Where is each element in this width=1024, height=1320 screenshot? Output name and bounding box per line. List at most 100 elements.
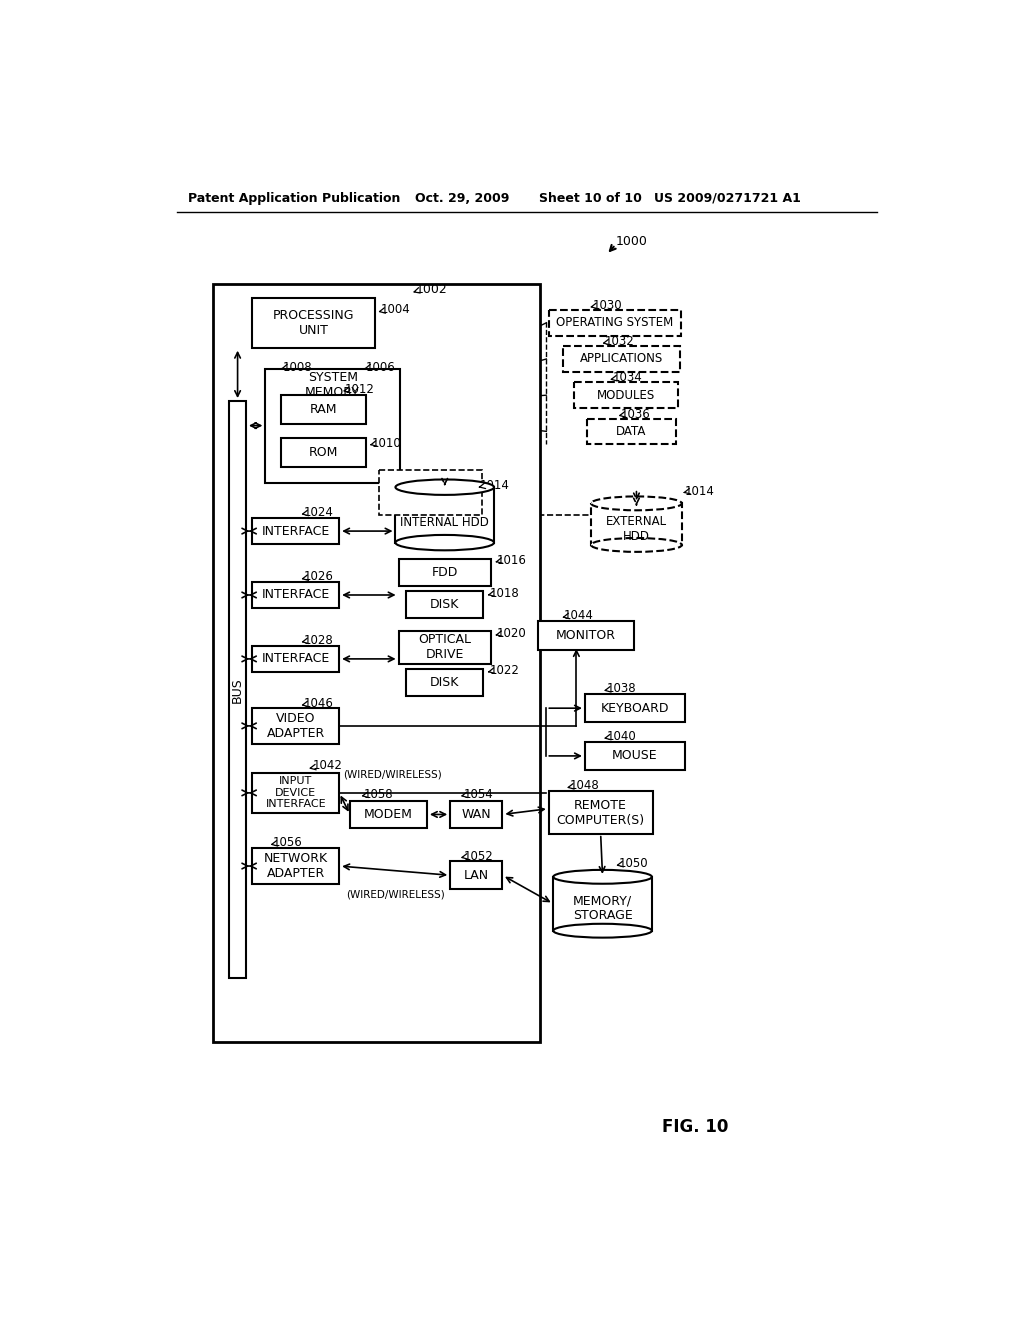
Text: FIG. 10: FIG. 10 [662, 1118, 728, 1137]
Text: (WIRED/WIRELESS): (WIRED/WIRELESS) [346, 890, 444, 899]
Text: US 2009/0271721 A1: US 2009/0271721 A1 [654, 191, 801, 205]
Text: INTERFACE: INTERFACE [261, 524, 330, 537]
Text: 1018: 1018 [489, 587, 519, 601]
Text: 1008: 1008 [283, 360, 312, 374]
Text: INTERNAL HDD: INTERNAL HDD [400, 516, 489, 529]
Text: MOUSE: MOUSE [612, 750, 657, 763]
Bar [587, 418, 676, 444]
Text: 1020: 1020 [497, 627, 526, 640]
Text: 1056: 1056 [273, 837, 303, 850]
Text: 1026: 1026 [304, 570, 334, 583]
Text: REMOTE
COMPUTER(S): REMOTE COMPUTER(S) [557, 799, 645, 826]
Ellipse shape [591, 496, 682, 511]
Bar [585, 742, 685, 770]
Text: MODULES: MODULES [597, 388, 655, 401]
Bar [252, 517, 339, 544]
Text: 1050: 1050 [618, 857, 648, 870]
Text: INTERFACE: INTERFACE [261, 589, 330, 602]
Bar [252, 298, 376, 348]
Text: Patent Application Publication: Patent Application Publication [188, 191, 400, 205]
Bar [585, 694, 685, 722]
Bar [549, 792, 652, 834]
Text: INTERFACE: INTERFACE [261, 652, 330, 665]
Bar [395, 487, 494, 543]
Text: 1054: 1054 [463, 788, 493, 801]
Text: 1004: 1004 [381, 302, 411, 315]
Bar [574, 383, 678, 408]
Text: PROCESSING
UNIT: PROCESSING UNIT [273, 309, 354, 337]
Text: 1042: 1042 [312, 759, 342, 772]
Text: INPUT
DEVICE
INTERFACE: INPUT DEVICE INTERFACE [265, 776, 326, 809]
Text: SYSTEM
MEMORY: SYSTEM MEMORY [305, 371, 360, 399]
Text: 1058: 1058 [364, 788, 393, 801]
Text: 1046: 1046 [304, 697, 334, 710]
Text: 1014: 1014 [480, 479, 510, 492]
Ellipse shape [553, 870, 652, 884]
Text: RAM: RAM [310, 403, 338, 416]
Text: 1010: 1010 [372, 437, 401, 450]
Text: 1052: 1052 [463, 850, 493, 862]
Bar [252, 708, 339, 743]
Text: WAN: WAN [462, 808, 492, 821]
Text: 1014: 1014 [685, 484, 715, 498]
Text: DISK: DISK [430, 598, 460, 611]
Text: 1022: 1022 [489, 664, 519, 677]
Text: 1048: 1048 [569, 779, 599, 792]
Text: 1028: 1028 [304, 634, 334, 647]
Text: 1036: 1036 [621, 408, 651, 421]
Text: Oct. 29, 2009: Oct. 29, 2009 [416, 191, 510, 205]
Text: DISK: DISK [430, 676, 460, 689]
Text: BUS: BUS [231, 677, 244, 702]
Bar [451, 862, 503, 890]
Text: APPLICATIONS: APPLICATIONS [580, 352, 663, 366]
Ellipse shape [395, 535, 494, 550]
Bar [282, 395, 367, 424]
Bar [350, 800, 427, 829]
Ellipse shape [395, 479, 494, 495]
Text: ROM: ROM [309, 446, 339, 459]
Bar [553, 876, 652, 931]
Bar [549, 310, 681, 335]
Bar [398, 558, 490, 586]
Text: 1016: 1016 [497, 554, 527, 566]
Text: 1002: 1002 [416, 282, 447, 296]
Bar [591, 503, 682, 545]
Text: VIDEO
ADAPTER: VIDEO ADAPTER [266, 711, 325, 741]
Bar [562, 346, 680, 372]
Bar [282, 438, 367, 467]
Text: MONITOR: MONITOR [556, 630, 616, 643]
Ellipse shape [553, 924, 652, 937]
Bar [252, 849, 339, 884]
Bar [252, 582, 339, 609]
Text: 1032: 1032 [605, 335, 635, 348]
Bar [252, 645, 339, 672]
Bar [213, 284, 541, 1043]
Text: 1034: 1034 [612, 371, 642, 384]
Text: MEMORY/
STORAGE: MEMORY/ STORAGE [572, 895, 633, 923]
Bar [407, 669, 483, 696]
Ellipse shape [591, 539, 682, 552]
Text: 1030: 1030 [593, 298, 623, 312]
Bar [252, 774, 339, 813]
Text: 1012: 1012 [345, 383, 375, 396]
Text: MODEM: MODEM [365, 808, 413, 821]
Text: DATA: DATA [616, 425, 646, 438]
Text: Sheet 10 of 10: Sheet 10 of 10 [539, 191, 641, 205]
Text: 1006: 1006 [366, 360, 395, 374]
Bar [451, 800, 503, 829]
Bar [265, 370, 400, 483]
Bar [407, 591, 483, 618]
Text: KEYBOARD: KEYBOARD [601, 702, 669, 714]
Bar [398, 631, 490, 664]
Bar [379, 470, 481, 515]
Text: 1040: 1040 [606, 730, 636, 743]
Text: NETWORK
ADAPTER: NETWORK ADAPTER [263, 851, 328, 880]
Text: 1044: 1044 [564, 610, 594, 622]
Text: FDD: FDD [431, 566, 458, 578]
Text: 1038: 1038 [606, 682, 636, 696]
Text: 1024: 1024 [304, 506, 334, 519]
Text: LAN: LAN [464, 869, 488, 882]
Text: EXTERNAL
HDD: EXTERNAL HDD [606, 515, 667, 543]
Text: (WIRED/WIRELESS): (WIRED/WIRELESS) [343, 770, 441, 779]
Bar [229, 401, 246, 978]
